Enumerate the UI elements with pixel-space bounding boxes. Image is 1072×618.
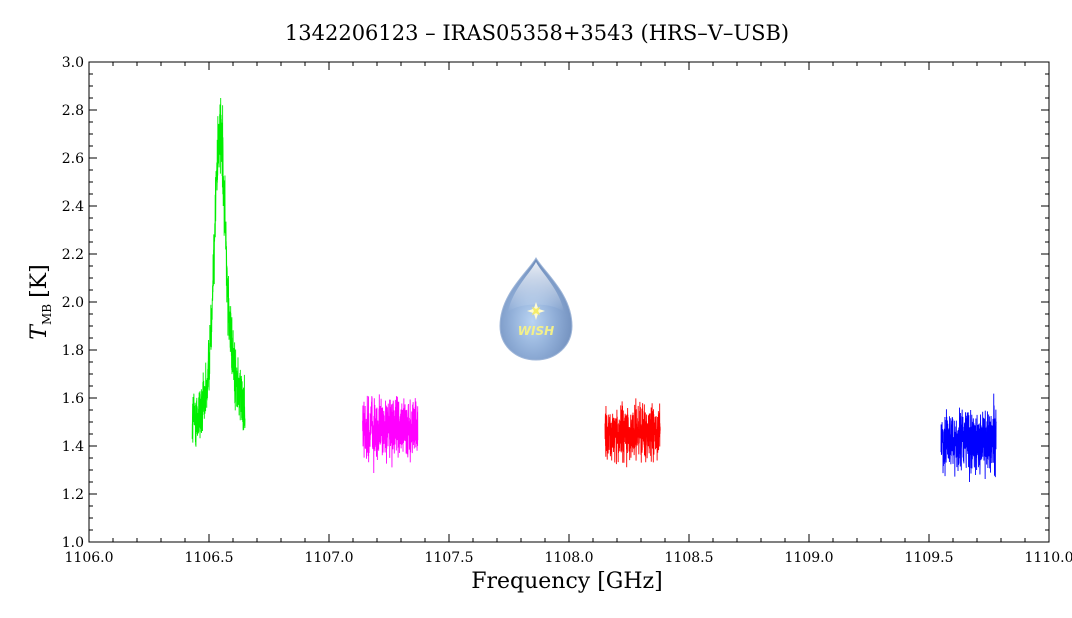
x-tick-label: 1109.5 <box>905 550 954 566</box>
tick-marks <box>88 61 1050 543</box>
y-tick-label: 2.6 <box>62 151 84 167</box>
plot-frame <box>88 61 1050 543</box>
y-tick-label: 2.2 <box>62 247 84 263</box>
chart-title: 1342206123 – IRAS05358+3543 (HRS–V–USB) <box>285 21 789 45</box>
x-tick-label: 1110.0 <box>1025 550 1072 566</box>
series-line-2 <box>362 394 419 473</box>
series-line-4 <box>940 393 997 482</box>
series-line-3 <box>604 398 661 468</box>
y-tick-label: 1.4 <box>62 439 84 455</box>
y-axis-label-main: T <box>27 323 52 340</box>
y-tick-label: 1.6 <box>62 391 84 407</box>
x-tick-label: 1108.5 <box>665 550 714 566</box>
series-line-1 <box>191 98 246 447</box>
y-tick-label: 1.8 <box>62 343 84 359</box>
y-tick-label: 2.8 <box>62 103 84 119</box>
y-tick-label: 2.4 <box>62 199 84 215</box>
y-axis-label-sub: MB <box>40 304 54 325</box>
wish-logo: WISH <box>499 256 573 361</box>
y-tick-label: 2.0 <box>62 295 84 311</box>
x-tick-labels: 1106.0 1106.5 1107.0 1107.5 1108.0 1108.5 1109… <box>65 550 1072 566</box>
wish-drop-shine <box>508 262 564 312</box>
axis-ticks <box>88 61 1050 543</box>
svg-text:TMB[K]: TMB [K] <box>27 264 54 339</box>
x-tick-label: 1106.5 <box>185 550 234 566</box>
x-tick-label: 1106.0 <box>65 550 114 566</box>
wish-logo-text: WISH <box>518 324 554 338</box>
series-layer <box>191 98 997 482</box>
x-axis-label: Frequency [GHz] <box>471 569 663 594</box>
x-tick-label: 1109.0 <box>785 550 834 566</box>
y-tick-label: 1.2 <box>62 487 84 503</box>
y-axis-label: TMB [K] <box>27 264 54 339</box>
y-tick-label: 1.0 <box>62 535 84 551</box>
y-tick-label: 3.0 <box>62 55 84 71</box>
x-tick-label: 1108.0 <box>545 550 594 566</box>
y-axis-label-unit: [K] <box>27 264 52 298</box>
x-tick-label: 1107.5 <box>425 550 474 566</box>
x-tick-label: 1107.0 <box>305 550 354 566</box>
y-tick-labels: 1.0 1.2 1.4 1.6 1.8 2.0 2.2 2.4 2.6 2.8 3.0 <box>62 55 84 551</box>
wish-star-icon <box>527 302 545 320</box>
